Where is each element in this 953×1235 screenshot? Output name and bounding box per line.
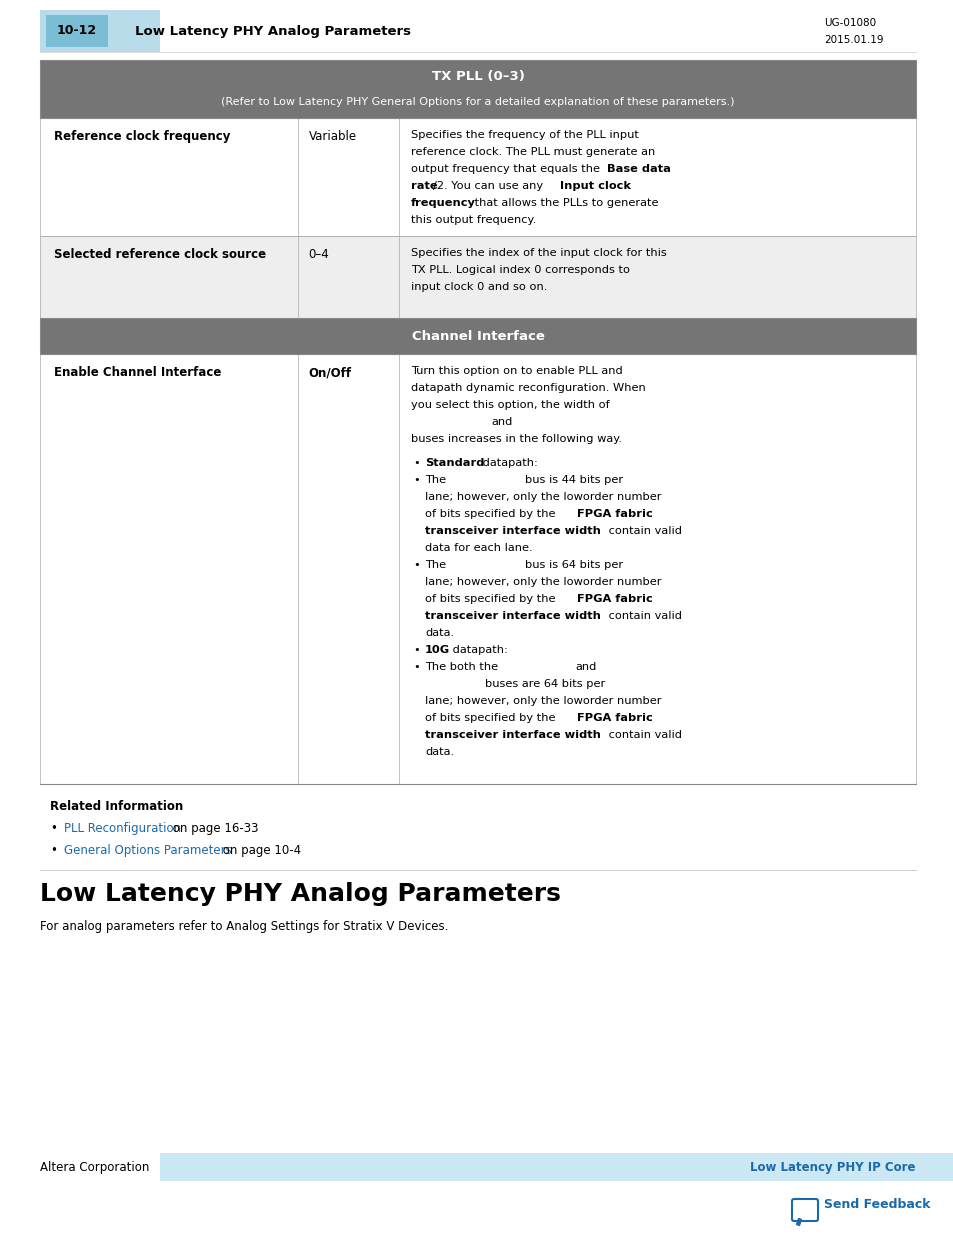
Text: Selected reference clock source: Selected reference clock source: [54, 248, 266, 261]
Text: The: The: [425, 474, 446, 485]
Text: lane; however, only the loworder number: lane; however, only the loworder number: [425, 577, 661, 587]
Text: TX PLL (0–3): TX PLL (0–3): [431, 69, 524, 83]
Text: Low Latency PHY Analog Parameters: Low Latency PHY Analog Parameters: [135, 25, 411, 37]
Text: 10-12: 10-12: [57, 25, 97, 37]
Text: Related Information: Related Information: [50, 800, 183, 813]
Text: The: The: [425, 559, 446, 569]
Text: Altera Corporation: Altera Corporation: [40, 1161, 150, 1173]
FancyArrow shape: [796, 1219, 801, 1225]
Text: of bits specified by the: of bits specified by the: [425, 713, 558, 722]
Bar: [160, 1153, 953, 1181]
Bar: [40, 10, 160, 52]
Text: Reference clock frequency: Reference clock frequency: [54, 130, 230, 143]
Text: UG-01080: UG-01080: [823, 19, 875, 28]
Text: On/Off: On/Off: [308, 366, 351, 379]
Text: contain valid: contain valid: [604, 611, 681, 621]
Text: FPGA fabric: FPGA fabric: [577, 594, 652, 604]
Text: datapath dynamic reconfiguration. When: datapath dynamic reconfiguration. When: [411, 383, 645, 393]
Text: and: and: [575, 662, 596, 672]
Text: data for each lane.: data for each lane.: [425, 543, 532, 553]
Bar: [40, 119, 915, 236]
Text: Standard: Standard: [425, 458, 484, 468]
Text: 0–4: 0–4: [308, 248, 329, 261]
Bar: [40, 354, 915, 784]
Text: transceiver interface width: transceiver interface width: [425, 526, 600, 536]
Text: •: •: [413, 559, 419, 569]
Text: frequency: frequency: [411, 198, 476, 207]
Text: transceiver interface width: transceiver interface width: [425, 730, 600, 740]
Text: of bits specified by the: of bits specified by the: [425, 509, 558, 519]
Text: data.: data.: [425, 747, 454, 757]
Text: input clock 0 and so on.: input clock 0 and so on.: [411, 282, 547, 291]
Text: buses are 64 bits per: buses are 64 bits per: [485, 679, 605, 689]
Text: •: •: [50, 823, 57, 835]
Text: lane; however, only the loworder number: lane; however, only the loworder number: [425, 695, 661, 705]
Text: Low Latency PHY Analog Parameters: Low Latency PHY Analog Parameters: [40, 882, 560, 906]
Text: 2015.01.19: 2015.01.19: [823, 36, 882, 46]
Text: Variable: Variable: [308, 130, 356, 143]
Text: you select this option, the width of: you select this option, the width of: [411, 400, 609, 410]
Text: datapath:: datapath:: [478, 458, 537, 468]
Text: Specifies the index of the input clock for this: Specifies the index of the input clock f…: [411, 248, 666, 258]
Text: this output frequency.: this output frequency.: [411, 215, 536, 225]
Text: •: •: [413, 662, 419, 672]
Text: datapath:: datapath:: [449, 645, 508, 655]
Text: Enable Channel Interface: Enable Channel Interface: [54, 366, 221, 379]
Bar: [40, 236, 915, 317]
Text: TX PLL. Logical index 0 corresponds to: TX PLL. Logical index 0 corresponds to: [411, 266, 630, 275]
Text: contain valid: contain valid: [604, 526, 681, 536]
Text: •: •: [413, 474, 419, 485]
Bar: [40, 61, 915, 119]
Text: Low Latency PHY IP Core: Low Latency PHY IP Core: [750, 1161, 915, 1173]
Text: buses increases in the following way.: buses increases in the following way.: [411, 433, 621, 445]
Text: Turn this option on to enable PLL and: Turn this option on to enable PLL and: [411, 366, 622, 375]
Text: contain valid: contain valid: [604, 730, 681, 740]
Text: transceiver interface width: transceiver interface width: [425, 611, 600, 621]
Text: FPGA fabric: FPGA fabric: [577, 509, 652, 519]
Text: Send Feedback: Send Feedback: [823, 1198, 929, 1212]
Bar: [46, 15, 108, 47]
Text: reference clock. The PLL must generate an: reference clock. The PLL must generate a…: [411, 147, 655, 157]
Text: General Options Parameters: General Options Parameters: [64, 844, 232, 857]
Text: output frequency that equals the: output frequency that equals the: [411, 164, 603, 174]
Text: of bits specified by the: of bits specified by the: [425, 594, 558, 604]
Bar: [40, 317, 915, 354]
Text: on page 10-4: on page 10-4: [219, 844, 301, 857]
Text: 10G: 10G: [425, 645, 450, 655]
Text: For analog parameters refer to Analog Settings for Stratix V Devices.: For analog parameters refer to Analog Se…: [40, 920, 448, 932]
FancyBboxPatch shape: [791, 1199, 817, 1221]
Bar: [40, 354, 915, 784]
Text: PLL Reconfiguration: PLL Reconfiguration: [64, 823, 181, 835]
Text: Base data: Base data: [606, 164, 670, 174]
Text: Input clock: Input clock: [559, 182, 631, 191]
Text: Specifies the frequency of the PLL input: Specifies the frequency of the PLL input: [411, 130, 639, 140]
Bar: [40, 61, 915, 119]
Text: lane; however, only the loworder number: lane; however, only the loworder number: [425, 492, 661, 501]
Text: bus is 44 bits per: bus is 44 bits per: [524, 474, 622, 485]
Text: data.: data.: [425, 627, 454, 637]
Text: •: •: [413, 458, 419, 468]
Text: (Refer to Low Latency PHY General Options for a detailed explanation of these pa: (Refer to Low Latency PHY General Option…: [221, 96, 734, 106]
Text: rate: rate: [411, 182, 437, 191]
Text: and: and: [491, 417, 512, 427]
Bar: [40, 236, 915, 317]
Text: The both the: The both the: [425, 662, 497, 672]
Text: •: •: [413, 645, 419, 655]
Text: bus is 64 bits per: bus is 64 bits per: [524, 559, 622, 569]
Text: that allows the PLLs to generate: that allows the PLLs to generate: [471, 198, 658, 207]
Text: on page 16-33: on page 16-33: [169, 823, 258, 835]
Text: •: •: [50, 844, 57, 857]
Bar: [40, 317, 915, 354]
Text: /2. You can use any: /2. You can use any: [433, 182, 546, 191]
Text: Channel Interface: Channel Interface: [411, 330, 544, 342]
Bar: [40, 119, 915, 236]
Text: FPGA fabric: FPGA fabric: [577, 713, 652, 722]
